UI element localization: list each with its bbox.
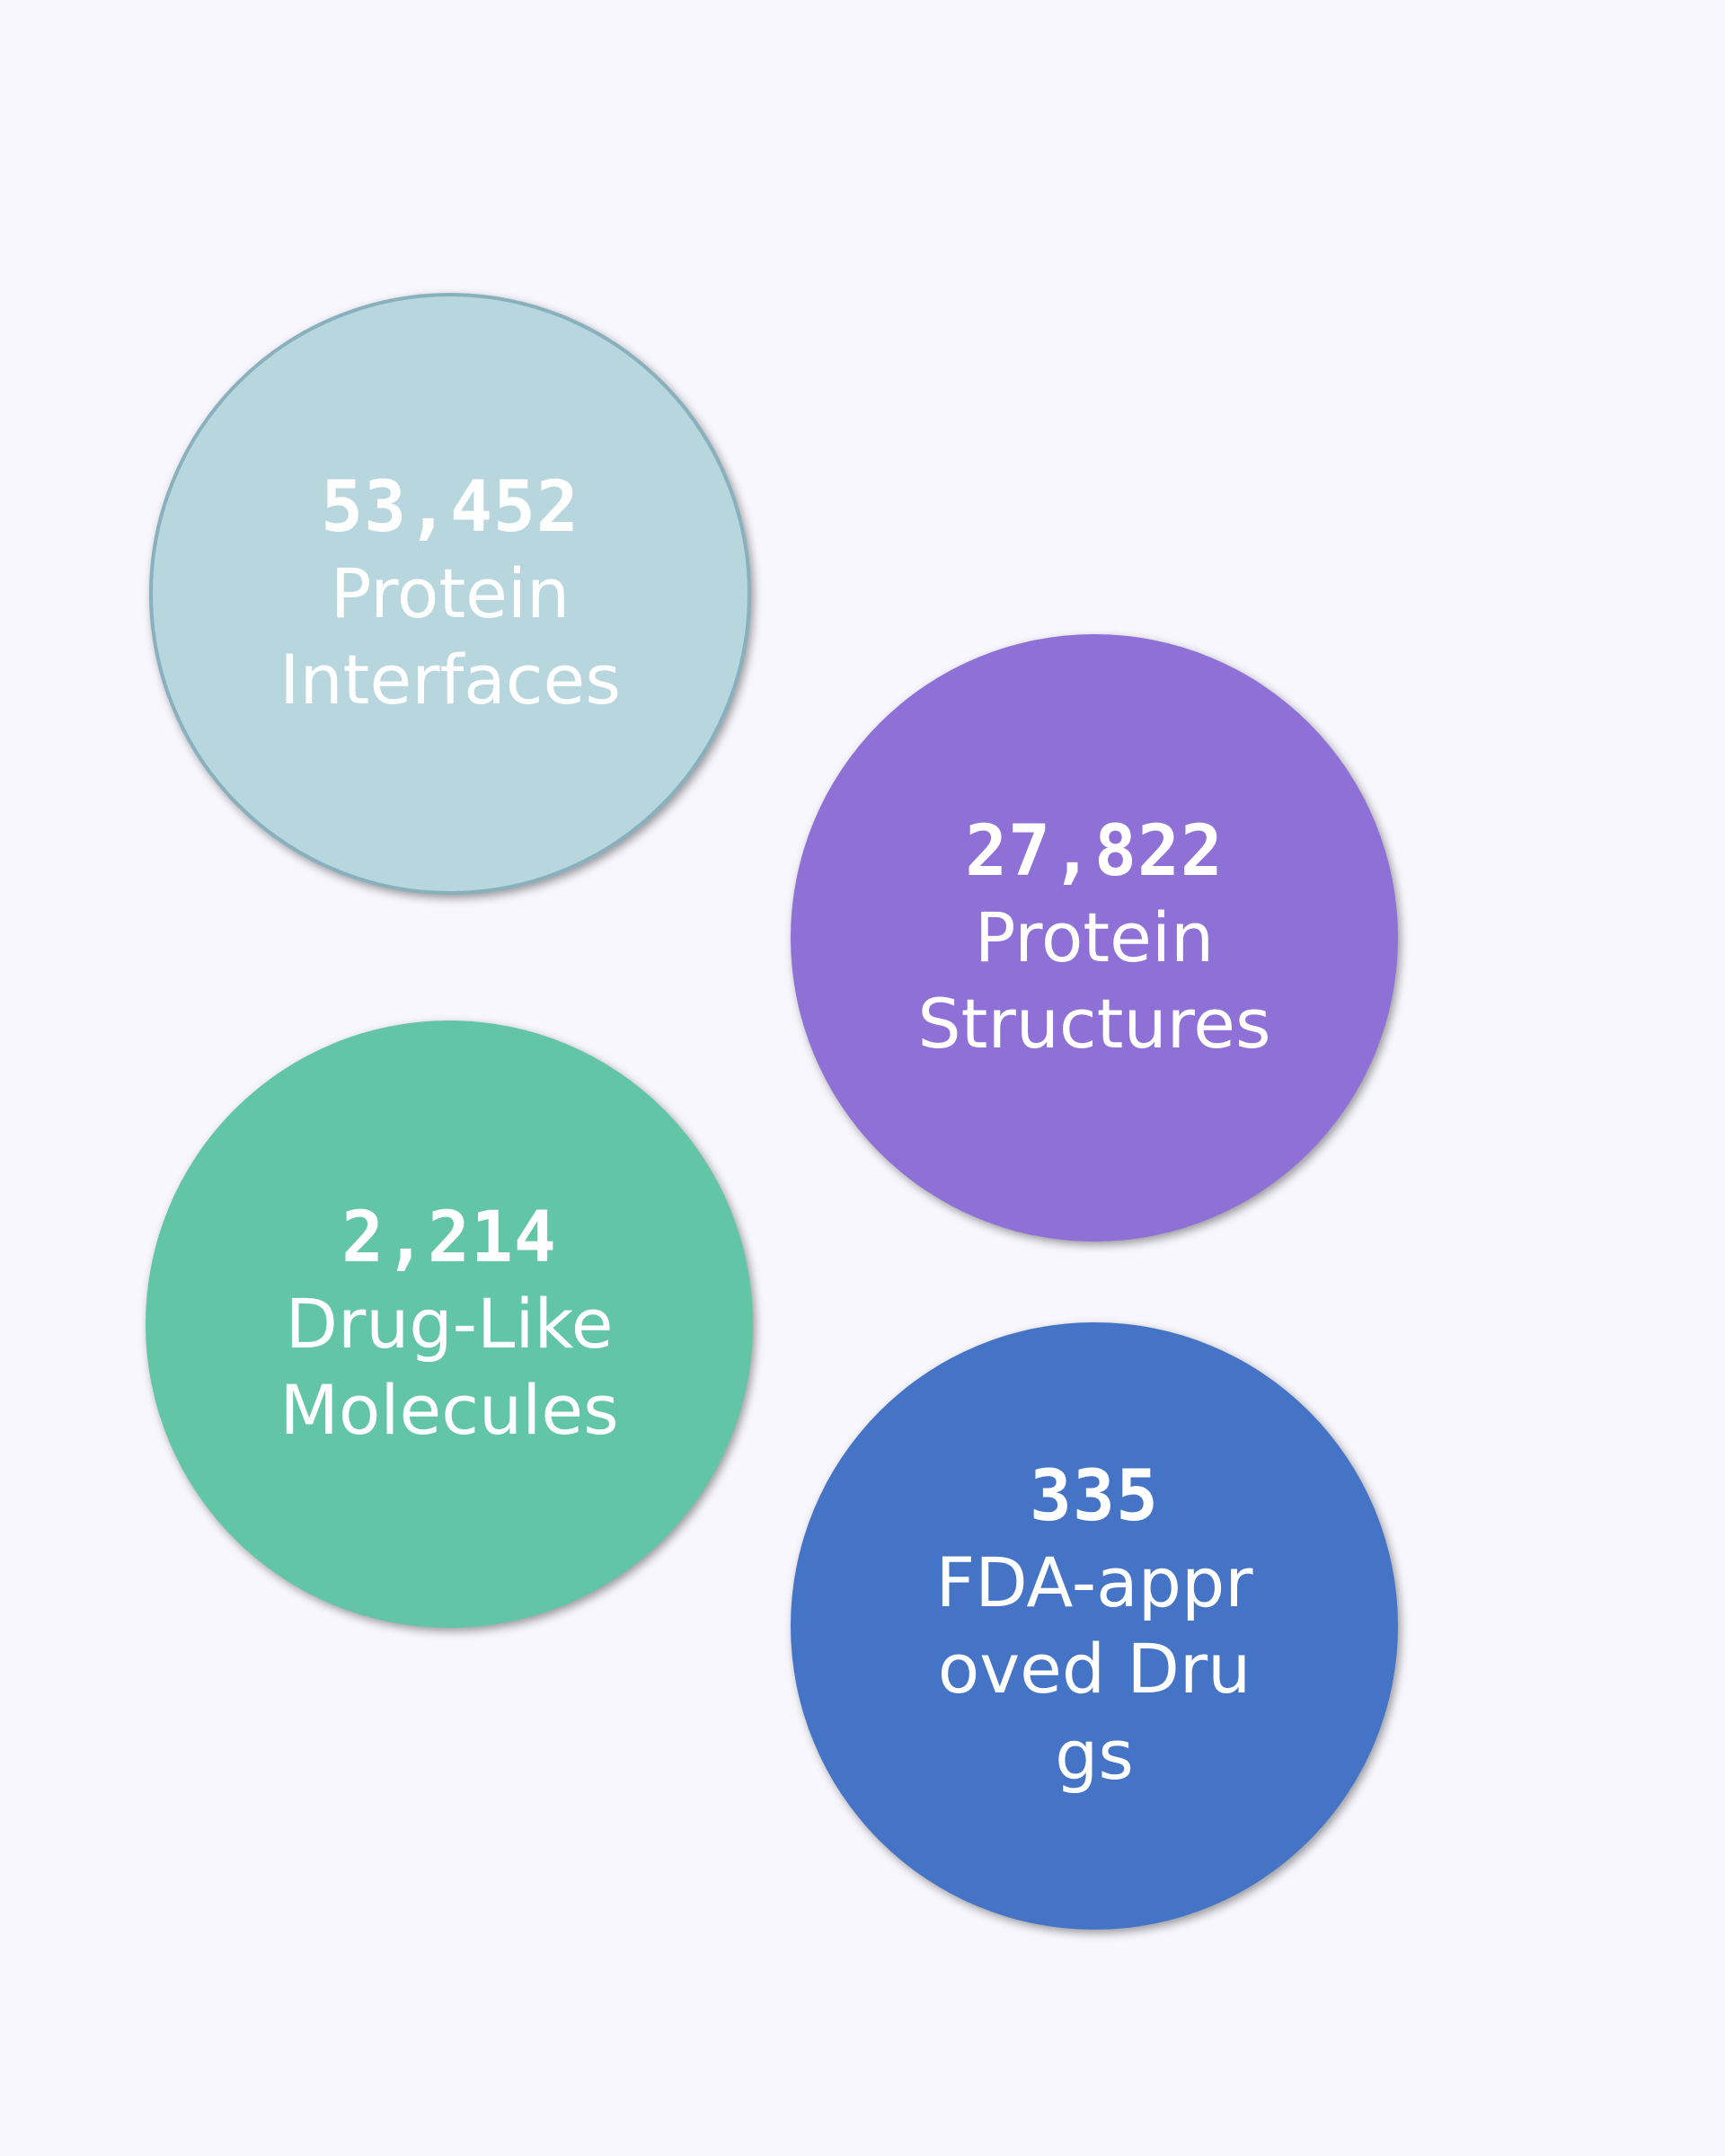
stat-value: 27,822 <box>965 811 1224 892</box>
stat-circle-protein-structures: 27,822 Protein Structures <box>791 634 1398 1241</box>
stat-label: Protein Interfaces <box>279 553 621 720</box>
stat-circle-protein-interfaces: 53,452 Protein Interfaces <box>149 293 751 895</box>
stat-value: 2,214 <box>341 1197 557 1278</box>
stat-circle-fda-approved-drugs: 335 FDA-approved Drugs <box>791 1322 1398 1930</box>
stat-label: FDA-approved Drugs <box>935 1542 1253 1795</box>
stat-value: 53,452 <box>321 467 579 548</box>
stat-circle-drug-like-molecules: 2,214 Drug-Like Molecules <box>146 1021 753 1628</box>
stat-value: 335 <box>1030 1456 1159 1537</box>
stat-label: Protein Structures <box>917 897 1271 1064</box>
stat-label: Drug-Like Molecules <box>279 1284 619 1450</box>
